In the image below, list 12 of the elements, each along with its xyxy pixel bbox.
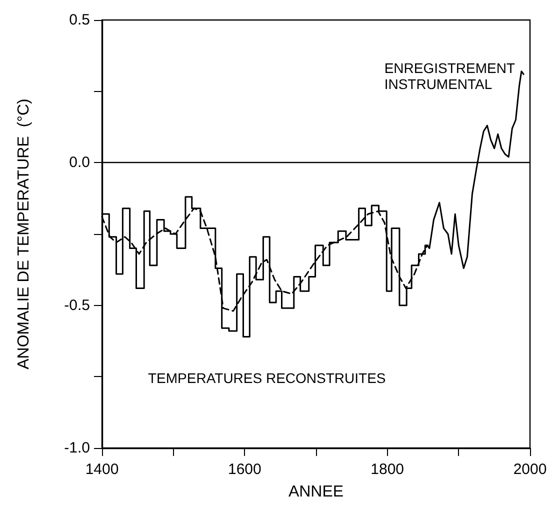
annotation: ENREGISTREMENT INSTRUMENTAL [384, 60, 516, 92]
x-tick-label: 1400 [85, 461, 119, 478]
y-tick-label: -1.0 [64, 440, 90, 456]
x-axis-title: ANNEE [288, 484, 344, 500]
x-tick-label: 1800 [370, 461, 404, 478]
annotation: TEMPERATURES RECONSTRUITES [148, 370, 386, 386]
y-tick-label: 0.5 [69, 12, 90, 28]
x-tick-label: 1600 [228, 461, 262, 478]
y-axis-title: ANOMALIE DE TEMPERATURE (°C) [16, 98, 32, 370]
y-tick-label: -0.5 [64, 296, 90, 314]
x-tick-label: 2000 [513, 461, 547, 478]
y-tick-label: 0.0 [69, 154, 90, 172]
